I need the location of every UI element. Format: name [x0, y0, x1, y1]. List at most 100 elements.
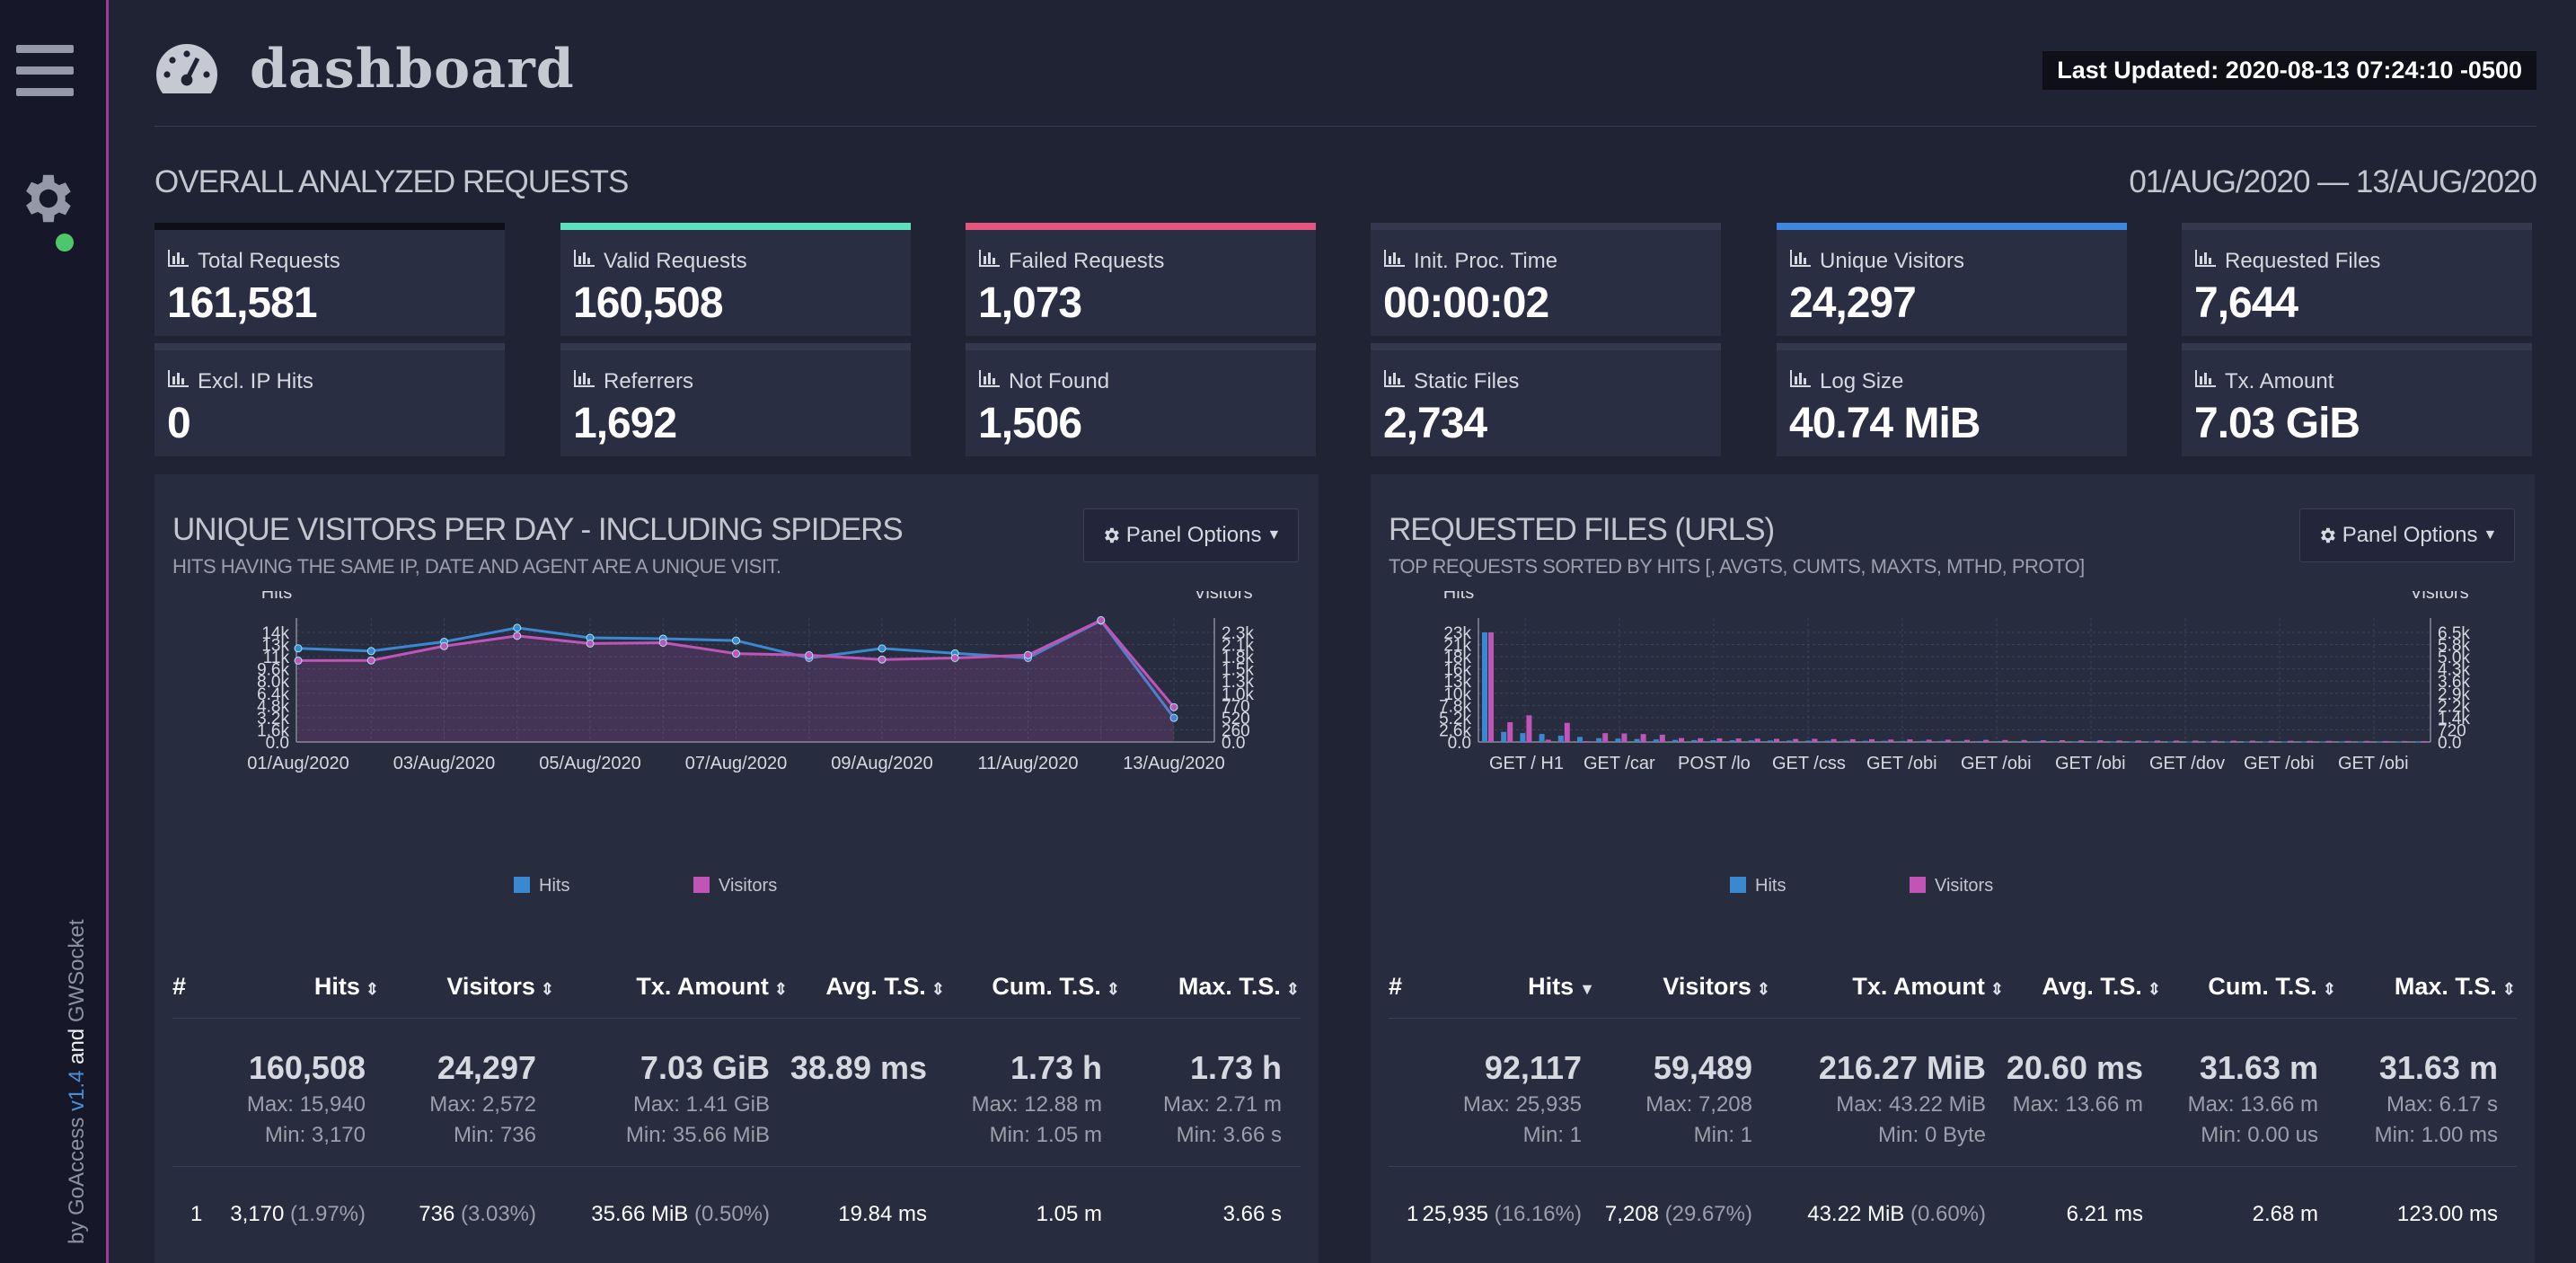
column-header-tx-amount[interactable]: Tx. Amount ⇕	[1852, 973, 2004, 1000]
y-tick-label-left: 21k	[1443, 637, 1471, 656]
metric-card-requested-files: Requested Files 7,644	[2182, 223, 2532, 336]
panel-title: UNIQUE VISITORS PER DAY - INCLUDING SPID…	[172, 512, 904, 547]
y-axis-label-left: Hits	[1443, 591, 1474, 603]
total-value: 20.60 ms	[2006, 1049, 2143, 1086]
bar-visitors	[2116, 740, 2122, 742]
total-min: Min: 1	[1522, 1123, 1582, 1147]
bar-chart-icon	[573, 368, 604, 394]
metric-value: 160,508	[573, 279, 724, 327]
x-tick-label: GET /obi	[1866, 754, 1937, 773]
bar-hits	[2395, 741, 2402, 743]
bar-visitors	[1621, 733, 1628, 742]
bar-visitors	[1812, 738, 1818, 742]
metric-card-excl-ip-hits: Excl. IP Hits 0	[154, 343, 505, 456]
total-max: Max: 15,940	[246, 1092, 366, 1117]
y-tick-label-right: 4.3k	[2438, 661, 2470, 680]
bar-visitors	[2174, 740, 2180, 742]
bar-hits	[1710, 740, 1716, 742]
y-tick-label-left: 13k	[261, 637, 289, 656]
metric-value: 1,692	[573, 400, 677, 447]
column-header-hits[interactable]: Hits ▼	[1528, 973, 1595, 1000]
sort-icon: ⇕	[931, 980, 945, 998]
y-tick-label-right: 1.3k	[1222, 673, 1254, 692]
bar-hits	[1958, 740, 1963, 742]
gear-icon[interactable]	[14, 167, 77, 230]
gauge-icon	[156, 44, 218, 93]
total-cell: 20.60 ms Max: 13.66 m	[2007, 1049, 2143, 1117]
bar-chart-icon	[978, 368, 1009, 394]
bar-visitors	[2135, 740, 2141, 742]
total-cell: 31.63 m Max: 13.66 m Min: 0.00 us	[2188, 1049, 2318, 1148]
visitors-panel: UNIQUE VISITORS PER DAY - INCLUDING SPID…	[154, 474, 1319, 1263]
bar-hits	[1996, 741, 2002, 743]
hamburger-icon[interactable]	[16, 45, 74, 97]
data-point	[366, 656, 375, 665]
y-tick-label-right: 260	[1222, 721, 1250, 740]
x-tick-label: 03/Aug/2020	[393, 754, 495, 773]
column-header-cum-t-s[interactable]: Cum. T.S. ⇕	[992, 973, 1120, 1000]
metric-label: Valid Requests	[604, 248, 747, 273]
bar-hits	[2358, 741, 2364, 743]
bar-visitors	[1964, 739, 1970, 742]
bar-hits	[1919, 740, 1926, 742]
metric-value: 24,297	[1789, 279, 1917, 327]
series-area-visitors	[298, 620, 1174, 742]
metric-card-failed-requests: Failed Requests 1,073	[966, 223, 1316, 336]
metric-label: Log Size	[1820, 368, 1904, 393]
panel-options-button[interactable]: Panel Options ▼	[2299, 508, 2515, 562]
y-tick-label-left: 8.0k	[257, 673, 289, 692]
bar-visitors	[2097, 740, 2104, 742]
y-tick-label-left: 11k	[263, 649, 290, 667]
bar-visitors	[1659, 734, 1665, 742]
bar-visitors	[1869, 738, 1875, 742]
metric-label: Not Found	[1009, 368, 1110, 393]
bar-hits	[2414, 741, 2421, 743]
metric-label: Static Files	[1414, 368, 1520, 393]
column-header-max-t-s[interactable]: Max. T.S. ⇕	[1178, 973, 1300, 1000]
sort-icon: ⇕	[2322, 980, 2336, 998]
bar-chart-icon	[573, 248, 604, 274]
metric-card-valid-requests: Valid Requests 160,508	[560, 223, 911, 336]
column-header-max-t-s[interactable]: Max. T.S. ⇕	[2394, 973, 2516, 1000]
y-tick-label-right: 6.5k	[2438, 624, 2470, 643]
metric-card-total-requests: Total Requests 161,581	[154, 223, 505, 336]
goaccess-version-link[interactable]: v1.4	[65, 1070, 89, 1111]
y-tick-label-right: 2.3k	[1222, 624, 1254, 643]
column-header-visitors[interactable]: Visitors ⇕	[446, 973, 554, 1000]
total-value: 31.63 m	[2199, 1049, 2318, 1086]
y-tick-label-right: 3.6k	[2438, 673, 2470, 692]
total-max: Max: 6.17 s	[2386, 1092, 2498, 1117]
bar-visitors	[2040, 739, 2046, 742]
column-header-avg-t-s[interactable]: Avg. T.S. ⇕	[825, 973, 945, 1000]
x-tick-label: 13/Aug/2020	[1123, 754, 1224, 773]
y-axis-label-left: Hits	[261, 591, 292, 603]
bar-visitors	[1735, 738, 1742, 742]
data-point	[513, 632, 522, 640]
column-header-tx-amount[interactable]: Tx. Amount ⇕	[636, 973, 788, 1000]
date-range: 01/AUG/2020 — 13/AUG/2020	[2129, 164, 2537, 199]
bar-visitors	[1831, 738, 1837, 742]
panel-options-button[interactable]: Panel Options ▼	[1083, 508, 1299, 562]
bar-hits	[1824, 740, 1831, 742]
bar-visitors	[1545, 739, 1551, 742]
bar-hits	[1653, 739, 1659, 742]
sort-icon: ⇕	[1106, 980, 1120, 998]
column-header-hits[interactable]: Hits ⇕	[313, 973, 379, 1000]
column-header-avg-t-s[interactable]: Avg. T.S. ⇕	[2042, 973, 2161, 1000]
gwsocket-link[interactable]: GWSocket	[65, 919, 89, 1023]
data-point	[1169, 702, 1178, 711]
panel-subtitle: TOP REQUESTS SORTED BY HITS [, AVGTS, CU…	[1389, 555, 2085, 578]
legend-label: Hits	[1755, 876, 1786, 896]
bar-visitors	[1774, 738, 1779, 742]
metric-label: Excl. IP Hits	[198, 368, 313, 393]
bar-hits	[2129, 741, 2135, 743]
row-cell: 2.68 m	[2252, 1202, 2318, 1226]
total-value: 160,508	[248, 1049, 366, 1086]
column-header-cum-t-s[interactable]: Cum. T.S. ⇕	[2208, 973, 2336, 1000]
column-header-visitors[interactable]: Visitors ⇕	[1663, 973, 1770, 1000]
overall-title: OVERALL ANALYZED REQUESTS	[154, 164, 629, 199]
bar-visitors	[2383, 740, 2389, 742]
total-cell: 1.73 h Max: 2.71 m Min: 3.66 s	[1163, 1049, 1282, 1148]
bar-chart-icon	[978, 248, 1009, 274]
metric-card-unique-visitors: Unique Visitors 24,297	[1777, 223, 2127, 336]
